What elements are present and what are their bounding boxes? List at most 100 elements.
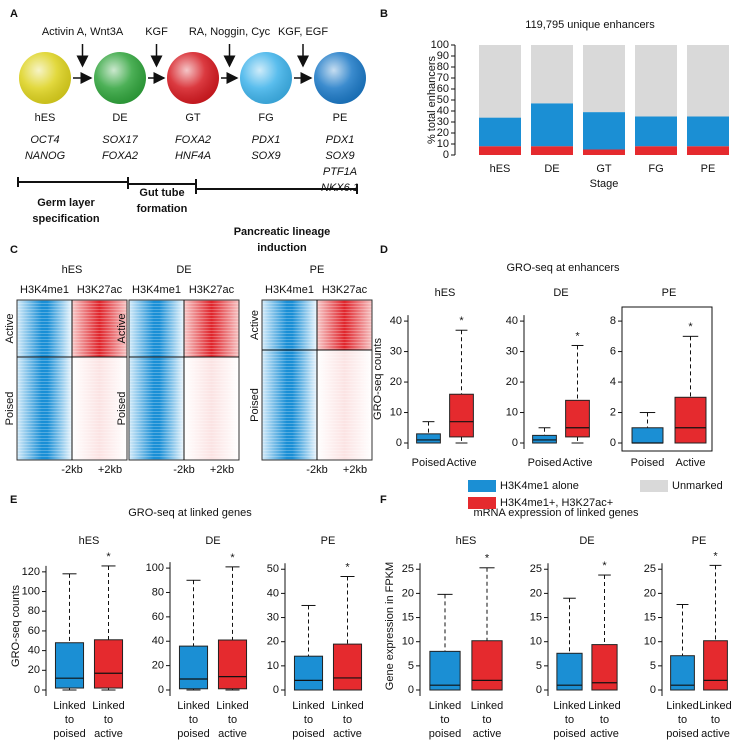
y-tick-label: 0 xyxy=(34,684,40,696)
y-tick-label: 20 xyxy=(402,587,414,599)
x-tick-label: active xyxy=(473,728,502,740)
x-tick-label: active xyxy=(701,728,730,740)
y-tick-label: 20 xyxy=(267,636,279,648)
mark-label: H3K27ac xyxy=(189,284,235,296)
factor-label: KGF xyxy=(145,26,168,38)
x-tick-label: poised xyxy=(553,728,585,740)
x-tick-label: Linked xyxy=(216,700,248,712)
y-tick-label: 4 xyxy=(610,376,616,388)
y-tick-label: 20 xyxy=(152,660,164,672)
stage-shine xyxy=(167,52,219,104)
box xyxy=(471,640,503,691)
bar-segment xyxy=(531,146,573,155)
x-tick-label: hES xyxy=(490,163,511,175)
x-tick-label: FG xyxy=(648,163,663,175)
y-tick-label: 10 xyxy=(506,406,518,418)
y-tick-label: 10 xyxy=(402,636,414,648)
marker-gene: SOX9 xyxy=(325,150,354,162)
x-tick-label: to xyxy=(600,714,609,726)
bar-segment xyxy=(687,116,729,147)
mark-label: H3K4me1 xyxy=(132,284,181,296)
x-tick-label: active xyxy=(333,728,362,740)
box xyxy=(703,640,728,691)
mark-label: H3K27ac xyxy=(77,284,123,296)
y-tick-label: 100 xyxy=(146,562,164,574)
x-tick-label: Linked xyxy=(699,700,731,712)
factor-label: Activin A, Wnt3A xyxy=(42,26,124,38)
y-tick-label: 0 xyxy=(273,684,279,696)
y-tick-label: 2 xyxy=(610,406,616,418)
x-tick-label: to xyxy=(482,714,491,726)
x-tick-label: to xyxy=(189,714,198,726)
y-tick-label: 0 xyxy=(396,437,402,449)
y-axis-label: % total enhancers xyxy=(426,55,438,144)
y-tick-label: 15 xyxy=(644,611,656,623)
x-tick-label: to xyxy=(304,714,313,726)
legend-swatch xyxy=(468,497,496,509)
row-label: Poised xyxy=(249,388,261,422)
y-tick-label: 0 xyxy=(158,684,164,696)
x-label: -2kb xyxy=(306,464,327,476)
y-tick-label: 10 xyxy=(530,636,542,648)
y-tick-label: 0 xyxy=(650,684,656,696)
marker-gene: PTF1A xyxy=(323,166,357,178)
stage-shine xyxy=(314,52,366,104)
significance-star: * xyxy=(345,561,350,573)
box xyxy=(54,642,85,689)
heatmap-title: PE xyxy=(310,264,325,276)
x-tick-label: to xyxy=(104,714,113,726)
x-tick-label: Poised xyxy=(631,457,665,469)
x-label: +2kb xyxy=(210,464,234,476)
bar-segment xyxy=(479,45,521,118)
y-tick-label: 15 xyxy=(402,611,414,623)
phase-label: Germ layer xyxy=(37,197,95,209)
box xyxy=(532,434,557,444)
y-tick-label: 40 xyxy=(267,587,279,599)
x-tick-label: Poised xyxy=(412,457,446,469)
y-tick-label: 30 xyxy=(267,611,279,623)
box xyxy=(217,639,248,690)
panel-label: D xyxy=(380,244,388,256)
stage-shine xyxy=(240,52,292,104)
x-axis-label: Stage xyxy=(590,178,619,190)
x-label: -2kb xyxy=(173,464,194,476)
x-tick-label: Linked xyxy=(471,700,503,712)
stage-name: FG xyxy=(258,112,273,124)
x-tick-label: to xyxy=(65,714,74,726)
x-tick-label: to xyxy=(711,714,720,726)
box xyxy=(332,643,363,691)
legend-swatch xyxy=(468,480,496,492)
y-tick-label: 120 xyxy=(22,566,40,578)
panel-title: GRO-seq at linked genes xyxy=(128,507,252,519)
y-tick-label: 80 xyxy=(28,605,40,617)
significance-star: * xyxy=(602,560,607,572)
stage-shine xyxy=(19,52,71,104)
x-label: +2kb xyxy=(98,464,122,476)
y-tick-label: 100 xyxy=(431,39,449,51)
y-tick-label: 40 xyxy=(437,105,449,117)
x-tick-label: Active xyxy=(563,457,593,469)
marker-gene: NANOG xyxy=(25,150,66,162)
phase-label: induction xyxy=(257,242,307,254)
legend-swatch xyxy=(640,480,668,492)
x-tick-label: Active xyxy=(676,457,706,469)
y-tick-label: 0 xyxy=(610,437,616,449)
x-label: -2kb xyxy=(61,464,82,476)
chart-title: 119,795 unique enhancers xyxy=(525,19,655,31)
box xyxy=(429,650,461,691)
y-tick-label: 15 xyxy=(530,611,542,623)
panel-title: GRO-seq at enhancers xyxy=(506,262,620,274)
y-tick-label: 25 xyxy=(530,563,542,575)
x-tick-label: poised xyxy=(666,728,698,740)
y-tick-label: 10 xyxy=(390,406,402,418)
x-tick-label: Poised xyxy=(528,457,562,469)
chart-title: DE xyxy=(205,535,220,547)
x-tick-label: poised xyxy=(177,728,209,740)
y-tick-label: 30 xyxy=(506,345,518,357)
y-tick-label: 0 xyxy=(443,149,449,161)
y-tick-label: 30 xyxy=(390,345,402,357)
y-tick-label: 10 xyxy=(267,660,279,672)
x-tick-label: active xyxy=(590,728,619,740)
y-tick-label: 10 xyxy=(644,636,656,648)
stage-name: GT xyxy=(185,112,201,124)
